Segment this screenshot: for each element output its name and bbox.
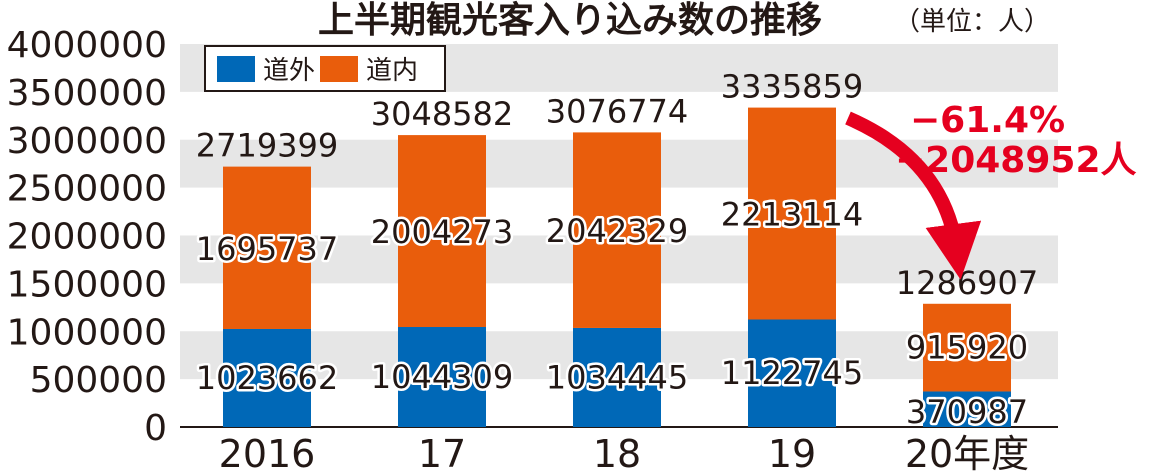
bar-dogai	[573, 327, 661, 427]
value-label-dogai: 1034445	[546, 358, 689, 396]
y-tick-label: 500000	[30, 360, 167, 401]
total-label: 3048582	[371, 95, 514, 133]
value-label-dogai: 1122745	[721, 354, 864, 392]
x-tick-label: 2016	[219, 432, 316, 473]
y-tick-label: 1500000	[7, 264, 167, 305]
total-label: 1286907	[896, 264, 1039, 302]
x-tick-label: 19	[768, 432, 816, 473]
legend-label-donai: 道内	[366, 56, 418, 86]
total-label: 3335859	[721, 68, 864, 106]
change-difference: −2048952人	[895, 140, 1137, 181]
x-tick-label: 18	[593, 432, 641, 473]
value-label-dogai: 370987	[906, 393, 1028, 431]
legend-swatch-dogai	[217, 56, 255, 82]
value-label-donai: 2004273	[371, 213, 514, 251]
legend-label-dogai: 道外	[263, 56, 315, 86]
y-tick-label: 1000000	[7, 312, 167, 353]
y-tick-label: 0	[144, 408, 167, 449]
legend-swatch-donai	[320, 56, 358, 82]
bar-donai	[398, 135, 486, 328]
legend: 道外 道内	[204, 45, 446, 92]
total-label: 2719399	[196, 127, 339, 165]
total-label: 3076774	[546, 92, 689, 130]
bar-dogai	[223, 328, 311, 427]
bar-dogai	[398, 327, 486, 427]
x-axis: 2016 17 18 19 20年度	[219, 432, 1030, 473]
value-label-dogai: 1044309	[371, 358, 514, 396]
bar-donai	[573, 132, 661, 328]
y-tick-label: 3000000	[7, 121, 167, 162]
value-labels: 2719399 1023662 1695737 3048582 1044309 20042…	[193, 68, 1039, 434]
unit-note: （単位：人）	[894, 7, 1050, 37]
decline-arrow	[845, 111, 982, 280]
bar-donai	[223, 166, 311, 329]
value-label-donai: 915920	[906, 329, 1028, 367]
value-label-dogai: 1023662	[196, 359, 339, 397]
y-tick-label: 2500000	[7, 169, 167, 210]
y-tick-label: 3500000	[7, 73, 167, 114]
value-label-donai: 2042329	[546, 212, 689, 250]
x-tick-label: 20年度	[905, 432, 1029, 473]
bar-dogai	[748, 319, 836, 427]
value-label-donai: 2213114	[721, 196, 864, 234]
bar-donai	[923, 303, 1011, 392]
change-percent: −61.4%	[910, 100, 1065, 141]
bar-dogai	[923, 391, 1011, 427]
y-tick-label: 2000000	[7, 217, 167, 258]
bar-donai	[748, 107, 836, 320]
value-label-donai: 1695737	[196, 230, 339, 268]
y-axis: 0 500000 1000000 1500000 2000000 2500000 30000…	[7, 25, 167, 449]
bars	[223, 107, 1011, 427]
y-tick-label: 4000000	[7, 25, 167, 66]
chart-title: 上半期観光客入り込み数の推移	[318, 0, 822, 41]
x-tick-label: 17	[418, 432, 466, 473]
